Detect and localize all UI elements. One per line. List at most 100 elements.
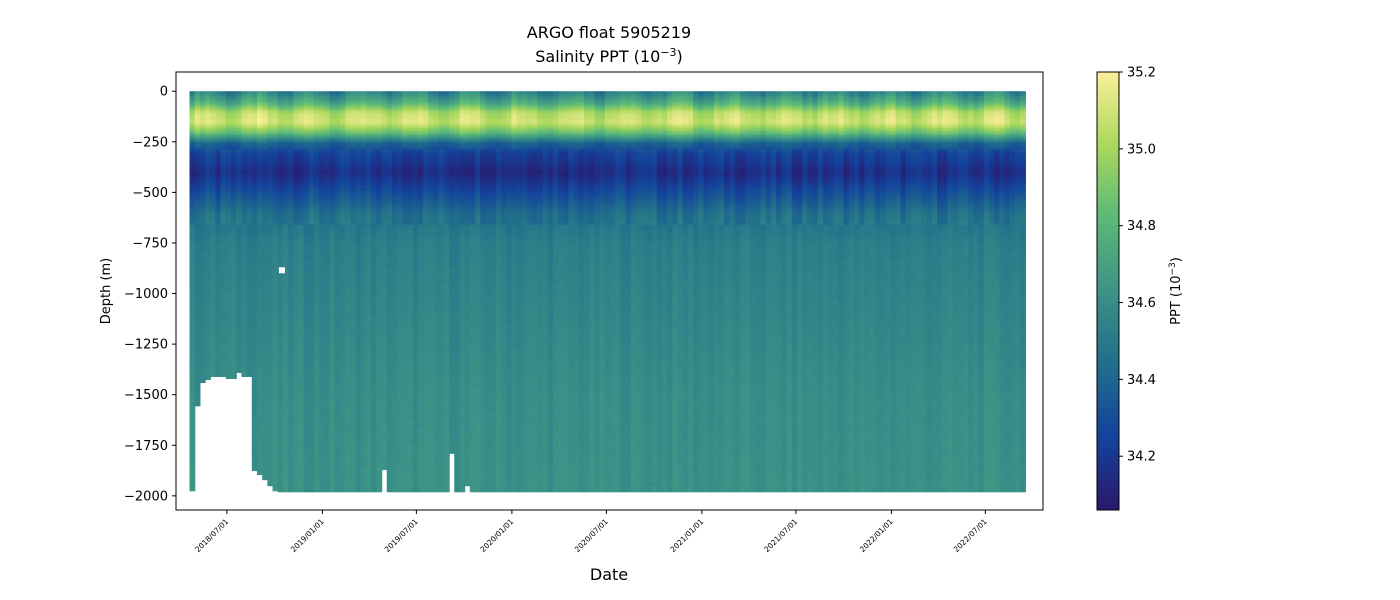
heatmap-cell bbox=[272, 261, 279, 265]
heatmap-cell bbox=[231, 122, 237, 126]
heatmap-cell bbox=[189, 482, 196, 486]
heatmap-cell bbox=[282, 482, 289, 486]
heatmap-cell bbox=[199, 261, 206, 265]
heatmap-cell bbox=[298, 117, 305, 121]
heatmap-cell bbox=[189, 164, 196, 167]
heatmap-cell bbox=[231, 217, 237, 221]
heatmap-cell bbox=[267, 287, 274, 291]
heatmap-cell bbox=[256, 181, 263, 184]
heatmap-cell bbox=[189, 319, 196, 323]
heatmap-cell bbox=[210, 212, 217, 216]
heatmap-cell bbox=[199, 98, 206, 102]
heatmap-cell bbox=[256, 448, 263, 452]
heatmap-cell bbox=[220, 268, 227, 272]
heatmap-cell bbox=[293, 156, 300, 160]
heatmap-cell bbox=[293, 207, 300, 211]
heatmap-cell bbox=[215, 164, 222, 167]
heatmap-cell bbox=[210, 168, 217, 172]
heatmap-cell bbox=[220, 326, 227, 330]
heatmap-cell bbox=[194, 355, 201, 359]
heatmap-cell bbox=[199, 300, 206, 303]
heatmap-cell bbox=[267, 360, 274, 364]
heatmap-cell bbox=[282, 448, 289, 452]
heatmap-cell bbox=[277, 161, 284, 165]
heatmap-cell bbox=[293, 261, 300, 265]
heatmap-cell bbox=[231, 256, 237, 260]
heatmap-cell bbox=[277, 321, 284, 325]
heatmap-cell bbox=[231, 312, 237, 316]
heatmap-cell bbox=[256, 185, 263, 189]
heatmap-cell bbox=[215, 113, 222, 116]
heatmap-cell bbox=[220, 103, 227, 107]
heatmap-cell bbox=[194, 343, 201, 347]
heatmap-cell bbox=[231, 147, 237, 150]
heatmap-cell bbox=[199, 283, 206, 286]
heatmap-cell bbox=[225, 312, 232, 316]
heatmap-cell bbox=[205, 168, 211, 172]
heatmap-cell bbox=[293, 171, 300, 175]
heatmap-cell bbox=[199, 115, 206, 119]
heatmap-cell bbox=[282, 229, 289, 233]
heatmap-cell bbox=[215, 149, 222, 153]
heatmap-cell bbox=[277, 198, 284, 201]
heatmap-cell bbox=[256, 440, 263, 444]
heatmap-cell bbox=[246, 321, 253, 325]
heatmap-cell bbox=[215, 224, 222, 228]
heatmap-cell bbox=[288, 290, 294, 294]
heatmap-cell bbox=[293, 382, 300, 386]
heatmap-cell bbox=[288, 256, 294, 260]
heatmap-cell bbox=[277, 431, 284, 435]
heatmap-cell bbox=[262, 246, 268, 250]
heatmap-cell bbox=[282, 455, 289, 459]
heatmap-cell bbox=[298, 295, 305, 299]
heatmap-cell bbox=[215, 317, 222, 320]
heatmap-cell bbox=[236, 93, 243, 97]
heatmap-cell bbox=[298, 343, 305, 347]
heatmap-cell bbox=[210, 239, 217, 243]
heatmap-cell bbox=[272, 144, 279, 148]
heatmap-cell bbox=[241, 249, 248, 252]
heatmap-cell bbox=[298, 346, 305, 350]
heatmap-cell bbox=[199, 263, 206, 267]
heatmap-cell bbox=[251, 258, 258, 262]
heatmap-cell bbox=[236, 239, 243, 243]
heatmap-cell bbox=[262, 229, 268, 233]
heatmap-cell bbox=[256, 132, 263, 136]
heatmap-cell bbox=[194, 134, 201, 138]
heatmap-cell bbox=[288, 367, 294, 371]
heatmap-cell bbox=[205, 193, 211, 197]
heatmap-cell bbox=[225, 261, 232, 265]
heatmap-cell bbox=[262, 341, 268, 345]
heatmap-cell bbox=[231, 200, 237, 204]
heatmap-cell bbox=[189, 372, 196, 376]
heatmap-cell bbox=[277, 355, 284, 359]
heatmap-cell bbox=[199, 319, 206, 323]
heatmap-cell bbox=[205, 309, 211, 313]
heatmap-cell bbox=[293, 348, 300, 352]
heatmap-cell bbox=[231, 224, 237, 228]
heatmap-cell bbox=[205, 215, 211, 218]
heatmap-cell bbox=[205, 202, 211, 206]
heatmap-cell bbox=[277, 227, 284, 231]
heatmap-cell bbox=[262, 438, 268, 442]
heatmap-cell bbox=[215, 217, 222, 221]
heatmap-cell bbox=[189, 438, 196, 442]
heatmap-cell bbox=[194, 324, 201, 328]
heatmap-cell bbox=[267, 438, 274, 442]
heatmap-cell bbox=[194, 144, 201, 148]
heatmap-cell bbox=[231, 300, 237, 303]
heatmap-cell bbox=[220, 241, 227, 245]
heatmap-cell bbox=[262, 355, 268, 359]
heatmap-cell bbox=[236, 166, 243, 170]
heatmap-cell bbox=[246, 185, 253, 189]
heatmap-cell bbox=[231, 273, 237, 277]
heatmap-cell bbox=[236, 304, 243, 308]
heatmap-cell bbox=[345, 489, 352, 493]
heatmap-cell bbox=[308, 489, 315, 493]
heatmap-cell bbox=[205, 317, 211, 320]
heatmap-cell bbox=[282, 324, 289, 328]
heatmap-cell bbox=[277, 241, 284, 245]
heatmap-cell bbox=[241, 113, 248, 116]
heatmap-cell bbox=[298, 307, 305, 311]
heatmap-cell bbox=[288, 462, 294, 466]
